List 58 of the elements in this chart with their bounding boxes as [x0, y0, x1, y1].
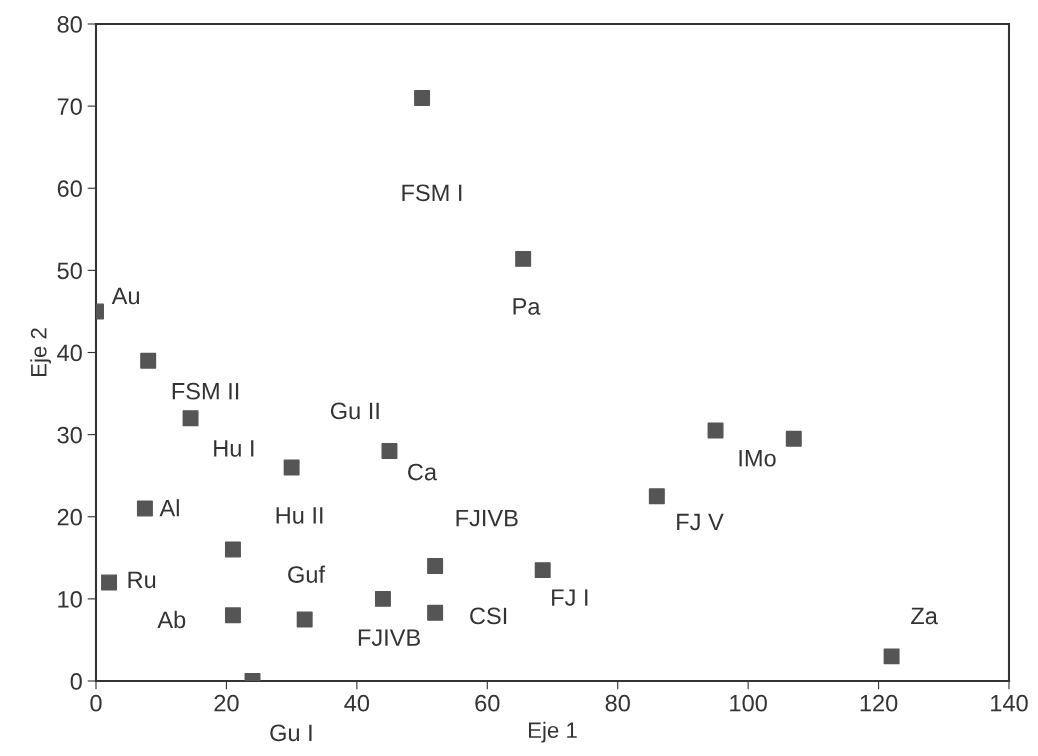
annotation: Ru — [128, 571, 156, 589]
annotation: FJIVB — [456, 509, 518, 527]
annotation: Ab — [157, 610, 186, 629]
point — [283, 459, 300, 476]
x-tick-label: 120 — [860, 694, 898, 712]
y-axis-title: Eje 2 — [30, 328, 51, 376]
y-tick-label: 50 — [57, 262, 82, 280]
point — [101, 574, 118, 591]
annotation: Hu I — [214, 440, 254, 457]
point — [182, 410, 199, 427]
annotation: FJ V — [677, 513, 724, 531]
annotation: Al — [159, 499, 179, 517]
text: Gu I — [270, 724, 312, 742]
y-tick-label: 30 — [57, 426, 82, 444]
point — [785, 430, 802, 447]
x-tick-label: 140 — [991, 694, 1028, 712]
x-tick-label: 40 — [344, 694, 370, 712]
annotation: Gu II — [330, 402, 379, 420]
x-tick-label: 0 — [90, 694, 102, 712]
point — [296, 611, 313, 628]
point — [381, 443, 398, 460]
y-tick-label: 20 — [57, 508, 82, 526]
x-tick-label: 20 — [214, 694, 239, 712]
annotation: Pa — [513, 298, 541, 315]
point — [224, 607, 241, 624]
annotation: Ca — [408, 463, 438, 481]
point — [515, 250, 532, 267]
annotation: FJ I — [552, 589, 588, 606]
y-tick-label: 0 — [70, 673, 82, 690]
y-tick-label: 10 — [58, 590, 82, 608]
point — [427, 604, 444, 621]
annotation: Hu II — [276, 507, 323, 524]
x-tick-label: 60 — [475, 694, 500, 712]
point — [534, 562, 551, 579]
annotation: CSI — [470, 607, 507, 625]
annotation: IMo — [739, 450, 776, 467]
point — [140, 352, 157, 369]
y-tick-label: 70 — [57, 98, 82, 115]
x-tick-label: 100 — [730, 694, 767, 712]
point — [707, 422, 724, 439]
annotation: FSM II — [172, 382, 239, 400]
annotation: FSM I — [402, 184, 462, 202]
point — [136, 500, 153, 517]
point — [427, 558, 444, 575]
x-tick-label: 80 — [605, 694, 630, 712]
point — [414, 89, 431, 106]
y-tick-label: 60 — [57, 180, 82, 198]
y-tick-label: 40 — [57, 344, 82, 362]
point — [648, 488, 665, 505]
annotation: FJIVB — [358, 629, 420, 646]
x-axis-title: Eje 1 — [529, 721, 577, 743]
point — [883, 648, 900, 665]
annotation: Za — [911, 607, 938, 625]
point — [224, 541, 241, 558]
point — [374, 590, 391, 607]
y-tick-label: 80 — [57, 16, 82, 33]
annotation: Au — [111, 287, 139, 305]
annotation: Guf — [288, 565, 326, 583]
